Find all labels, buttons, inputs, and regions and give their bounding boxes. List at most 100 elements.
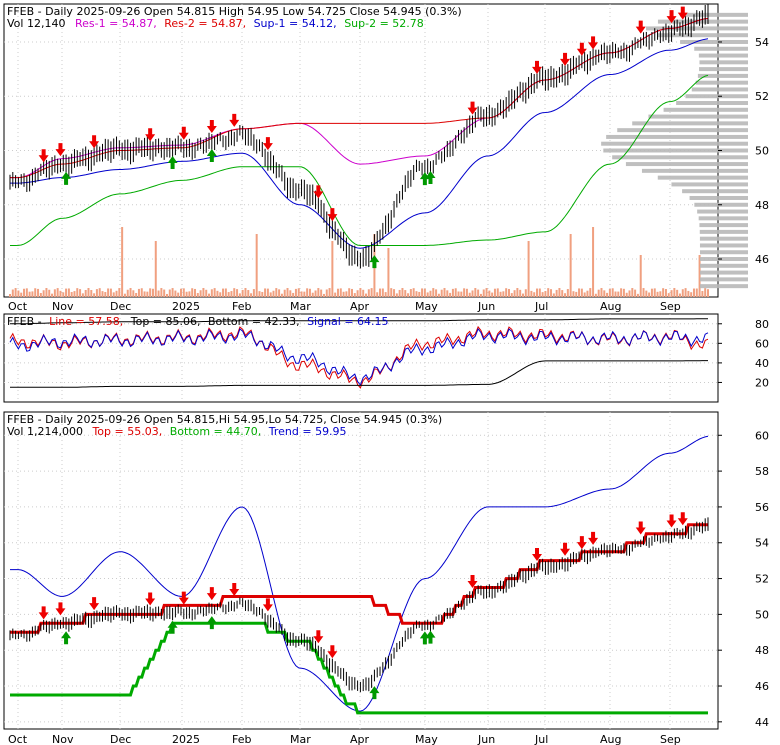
volume-bar	[143, 291, 146, 297]
volume-bar	[659, 291, 662, 297]
volume-profile-bar	[689, 195, 748, 200]
x-axis-label: Mar	[290, 733, 311, 745]
volume-bar	[45, 288, 48, 297]
volume-bar	[37, 288, 40, 297]
volume-profile-bar	[685, 94, 748, 99]
volume-bar	[81, 293, 84, 297]
volume-bar	[569, 234, 572, 297]
sell-arrow	[89, 597, 100, 611]
volume-bar	[460, 291, 463, 297]
sell-arrow	[532, 60, 543, 74]
y-tick-label: 48	[755, 644, 769, 657]
volume-bar	[185, 291, 188, 297]
volume-bar	[48, 289, 51, 297]
volume-bar	[692, 288, 695, 297]
volume-bar	[238, 293, 241, 297]
volume-bar	[87, 288, 90, 297]
volume-bar	[123, 293, 126, 297]
volume-bar	[454, 288, 457, 297]
volume-bar	[121, 227, 124, 297]
volume-bar	[236, 289, 239, 297]
volume-bar	[505, 288, 508, 297]
volume-bar	[606, 292, 609, 297]
volume-bar	[11, 289, 14, 297]
volume-profile-bar	[699, 67, 748, 72]
trend-panel-frame	[3, 411, 719, 730]
volume-bar	[317, 288, 320, 297]
volume-bar	[507, 288, 510, 297]
series-signal	[9, 328, 709, 386]
volume-profile-bar	[694, 46, 748, 51]
volume-bar	[594, 293, 597, 297]
volume-profile-bar	[699, 236, 748, 241]
volume-bar	[59, 290, 62, 297]
volume-bar	[31, 291, 34, 297]
osc-line-label: Line = 57.58,	[49, 315, 123, 328]
volume-bar	[586, 290, 589, 297]
volume-bar	[561, 290, 564, 297]
y-tick-label: 52	[755, 90, 769, 103]
volume-bar	[365, 293, 368, 297]
buy-arrow	[167, 155, 178, 169]
volume-profile-bar	[657, 19, 748, 24]
volume-bar	[527, 241, 530, 297]
volume-bar	[129, 288, 132, 297]
volume-bar	[482, 289, 485, 297]
volume-bar	[210, 289, 213, 297]
series-bottom	[10, 621, 708, 715]
volume-bar	[264, 288, 267, 297]
volume-bar	[367, 289, 370, 297]
volume-bar	[547, 288, 550, 297]
x-axis-label: Feb	[232, 300, 251, 313]
sell-arrow	[178, 591, 189, 605]
volume-bar	[56, 288, 59, 297]
x-axis-label: Apr	[350, 733, 370, 745]
y-tick-label: 54	[755, 36, 769, 49]
sell-arrow	[327, 645, 338, 659]
volume-bar	[140, 288, 143, 297]
volume-bar	[359, 288, 362, 297]
volume-bar	[390, 288, 393, 297]
volume-bar	[241, 289, 244, 297]
series-top	[10, 318, 708, 325]
sell-arrow	[206, 120, 217, 134]
volume-bar	[446, 290, 449, 297]
x-axis-label: Sep	[660, 300, 681, 313]
volume-bar	[550, 289, 553, 297]
volume-bar	[614, 291, 617, 297]
y-tick-label: 50	[755, 608, 769, 621]
volume-bar	[645, 290, 648, 297]
volume-bar	[350, 288, 353, 297]
volume-bar	[597, 289, 600, 297]
volume-profile-bar	[698, 53, 748, 58]
series-bottom	[10, 360, 708, 388]
buy-arrow	[369, 255, 380, 269]
volume-bar	[98, 288, 101, 297]
volume-bar	[639, 255, 642, 297]
y-tick-label: 60	[755, 337, 769, 350]
x-axis-label: May	[415, 733, 438, 745]
volume-bar	[437, 293, 440, 297]
volume-bar	[687, 290, 690, 297]
volume-bar	[578, 288, 581, 297]
series-sup-1	[10, 38, 709, 249]
volume-profile-bar	[680, 39, 748, 44]
volume-bar	[95, 289, 98, 297]
y-axis-ticks: 46 48 50 52 54 20 40 60 80 44 46 48 50 52 54 56 58 60	[718, 36, 769, 729]
volume-bar	[384, 292, 387, 297]
series-top	[10, 523, 708, 634]
x-axis-label: Jun	[477, 733, 495, 745]
volume-bar	[552, 293, 555, 297]
volume-bar	[322, 293, 325, 297]
volume-bar	[684, 288, 687, 297]
volume-bar	[426, 292, 429, 297]
y-tick-label: 46	[755, 253, 769, 266]
sell-arrow	[666, 514, 677, 528]
volume-bar	[592, 227, 595, 297]
volume-bar	[28, 291, 31, 297]
volume-bar	[34, 288, 37, 297]
y-tick-label: 46	[755, 680, 769, 693]
volume-bar	[199, 290, 202, 297]
trend-trend-label: Trend = 59.95	[268, 425, 347, 438]
volume-bar	[600, 288, 603, 297]
